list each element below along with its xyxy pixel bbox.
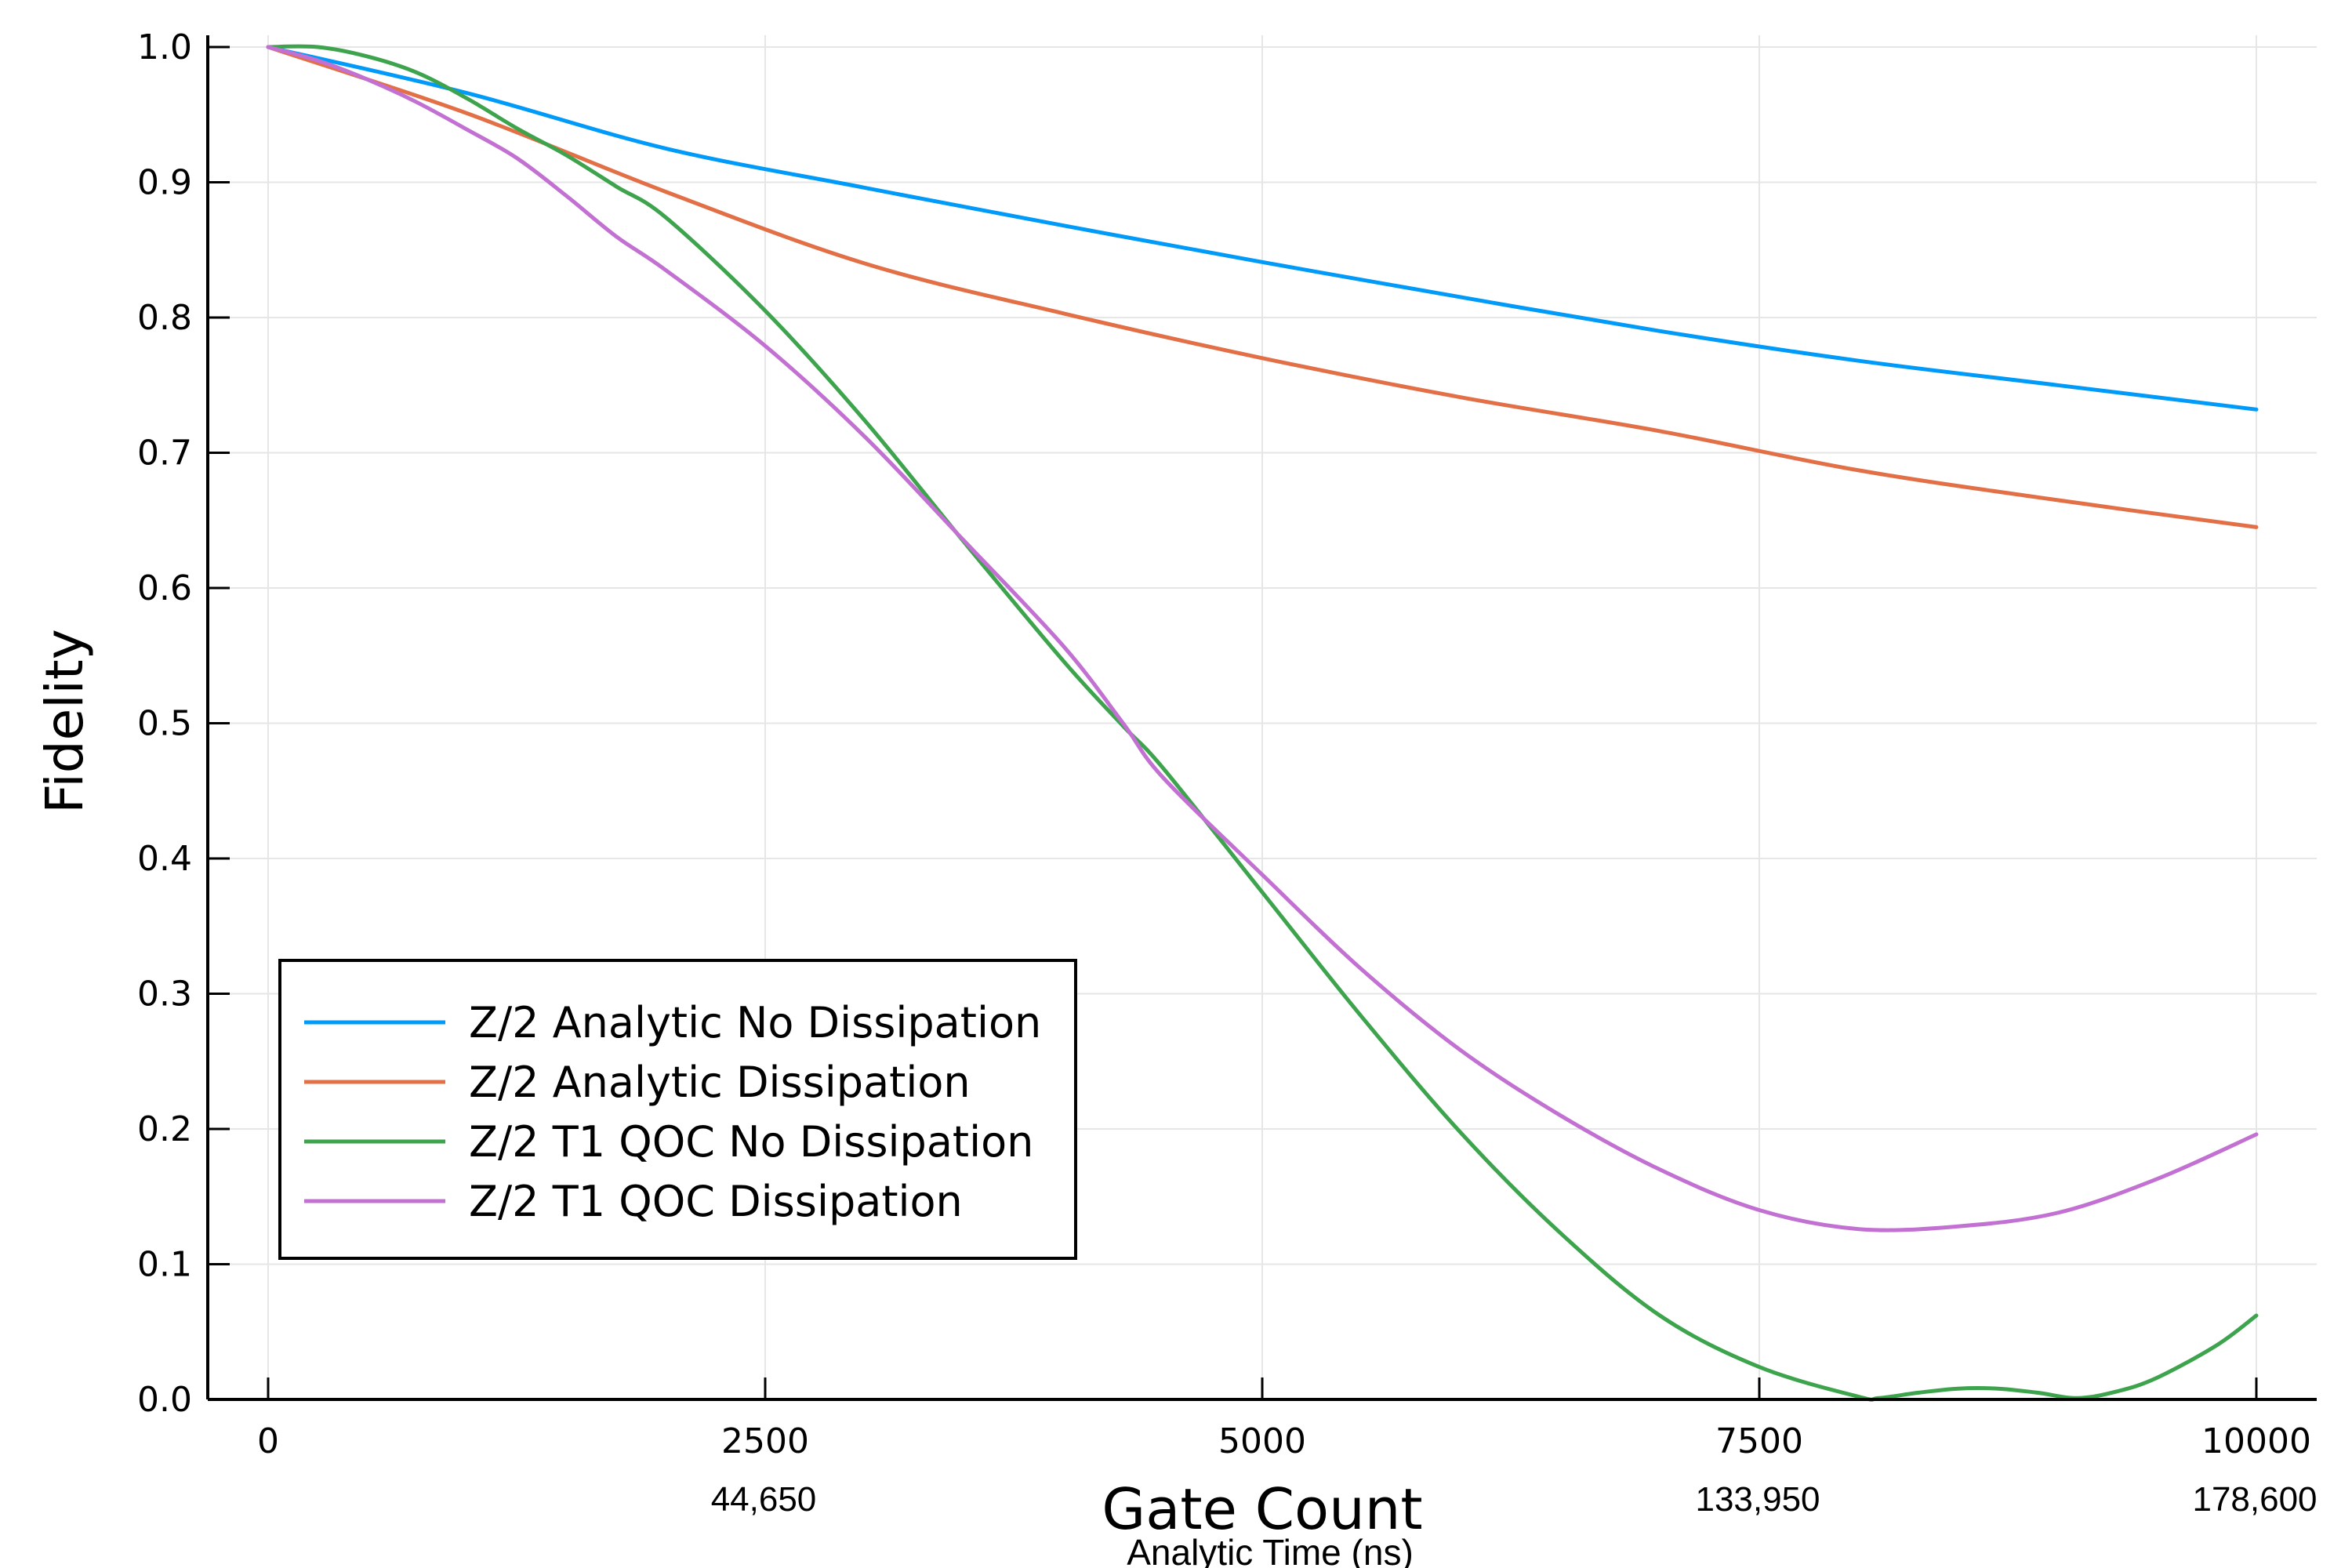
legend-label-4: Z/2 T1 QOC Dissipation <box>469 1177 963 1226</box>
secondary-x-axis-label: Analytic Time (ns) <box>1127 1532 1414 1568</box>
y-tick-label: 0.9 <box>137 163 192 203</box>
x-axis-label: Gate Count <box>1102 1476 1422 1542</box>
y-tick-label: 0.0 <box>137 1380 192 1420</box>
y-tick-label: 0.5 <box>137 704 192 744</box>
y-tick-label: 0.8 <box>137 298 192 338</box>
series-lines <box>266 44 2259 1402</box>
y-tick-label: 0.7 <box>137 434 192 474</box>
y-tick-label: 0.2 <box>137 1109 192 1149</box>
y-tick-label: 0.1 <box>137 1245 192 1285</box>
legend-label-1: Z/2 Analytic No Dissipation <box>469 998 1041 1047</box>
secondary-x-tick-label: 44,650 <box>711 1480 817 1519</box>
series-line-4 <box>266 45 2259 1232</box>
y-tick-label: 1.0 <box>137 27 192 67</box>
secondary-x-tick-label: 178,600 <box>2192 1480 2317 1519</box>
y-axis-label: Fidelity <box>34 629 95 814</box>
y-tick-labels: 0.0 0.1 0.2 0.3 0.4 0.5 0.6 0.7 0.8 0.9 1.0 <box>137 27 192 1420</box>
x-tick-label: 0 <box>257 1421 279 1461</box>
secondary-x-tick-label: 133,950 <box>1695 1480 1820 1519</box>
series-line-1 <box>266 45 2259 412</box>
legend-label-3: Z/2 T1 QOC No Dissipation <box>469 1117 1033 1167</box>
x-tick-labels: 0 2500 5000 7500 10000 <box>257 1421 2311 1461</box>
x-tick-label: 10000 <box>2201 1421 2311 1461</box>
y-tick-label: 0.6 <box>137 568 192 608</box>
series-line-2 <box>266 45 2259 529</box>
x-tick-label: 5000 <box>1218 1421 1306 1461</box>
x-tick-label: 7500 <box>1715 1421 1803 1461</box>
series-line-3 <box>266 44 2259 1402</box>
y-tick-label: 0.3 <box>137 975 192 1014</box>
legend: Z/2 Analytic No Dissipation Z/2 Analytic … <box>278 959 1077 1260</box>
y-tick-label: 0.4 <box>137 839 192 879</box>
x-tick-label: 2500 <box>721 1421 809 1461</box>
legend-label-2: Z/2 Analytic Dissipation <box>469 1058 971 1107</box>
legend-box <box>278 959 1077 1260</box>
secondary-x-tick-labels: 44,650 133,950 178,600 <box>711 1480 2318 1519</box>
axes <box>206 35 2317 1401</box>
